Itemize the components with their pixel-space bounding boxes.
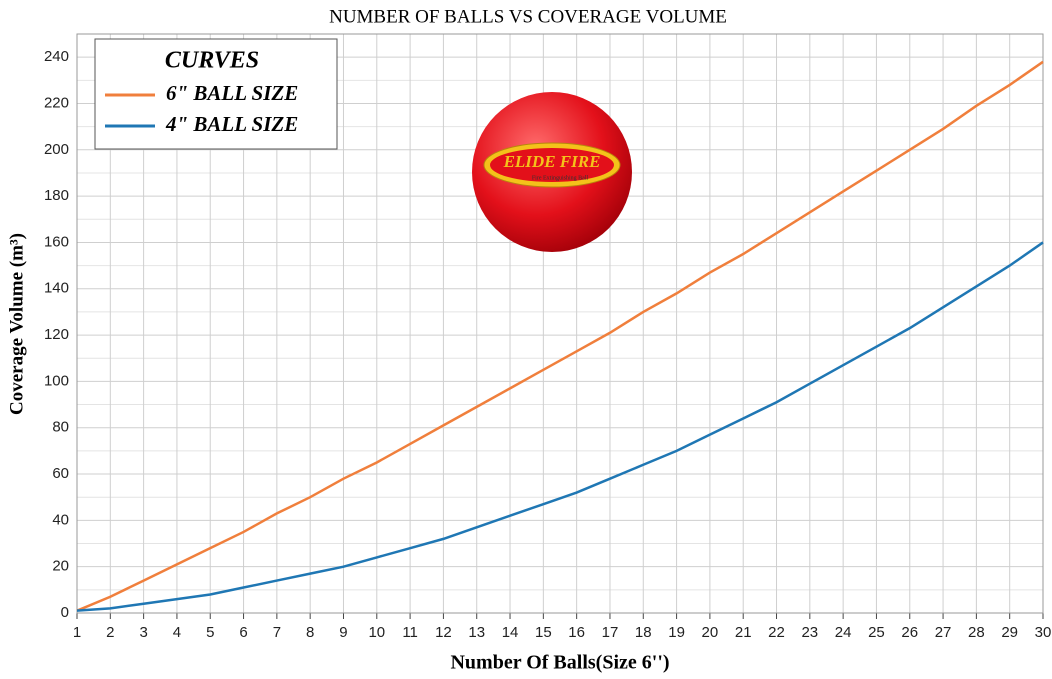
- x-tick-label: 24: [835, 624, 852, 641]
- x-tick-label: 30: [1035, 624, 1052, 641]
- y-tick-label: 80: [52, 419, 69, 436]
- x-tick-label: 8: [306, 624, 314, 641]
- x-tick-label: 6: [239, 624, 247, 641]
- x-tick-label: 23: [801, 624, 818, 641]
- y-tick-label: 120: [44, 326, 69, 343]
- x-tick-label: 13: [468, 624, 485, 641]
- x-tick-label: 21: [735, 624, 752, 641]
- x-tick-label: 14: [502, 624, 519, 641]
- x-tick-label: 7: [273, 624, 281, 641]
- ball-brand: ELIDE FIRE: [503, 152, 601, 171]
- x-tick-label: 15: [535, 624, 552, 641]
- x-tick-label: 12: [435, 624, 452, 641]
- ball-band-inner: [490, 148, 614, 182]
- x-tick-label: 1: [73, 624, 81, 641]
- plot-frame: [76, 33, 1044, 614]
- x-tick-label: 20: [702, 624, 719, 641]
- x-tick-label: 19: [668, 624, 685, 641]
- legend-label: 4" BALL SIZE: [165, 112, 298, 136]
- y-tick-label: 180: [44, 187, 69, 204]
- y-tick-label: 200: [44, 141, 69, 158]
- x-tick-label: 4: [173, 624, 181, 641]
- y-tick-label: 0: [61, 604, 69, 621]
- ball-image: ELIDE FIRE Fire Extinguishing Ball: [472, 92, 632, 252]
- legend-title: CURVES: [165, 48, 259, 74]
- x-tick-label: 9: [339, 624, 347, 641]
- x-tick-label: 27: [935, 624, 952, 641]
- x-tick-label: 22: [768, 624, 785, 641]
- series-line: [76, 241, 1044, 612]
- y-tick-label: 140: [44, 280, 69, 297]
- x-tick-label: 2: [106, 624, 114, 641]
- x-tick-label: 18: [635, 624, 652, 641]
- y-tick-label: 60: [52, 465, 69, 482]
- y-tick-label: 240: [44, 48, 69, 65]
- x-axis-label: Number Of Balls(Size 6''): [450, 652, 669, 674]
- x-tick-label: 5: [206, 624, 214, 641]
- y-tick-label: 100: [44, 372, 69, 389]
- x-tick-label: 11: [402, 624, 418, 641]
- x-tick-label: 26: [901, 624, 918, 641]
- chart-title: NUMBER OF BALLS VS COVERAGE VOLUME: [329, 6, 727, 27]
- y-tick-label: 40: [52, 511, 69, 528]
- x-tick-label: 3: [139, 624, 147, 641]
- y-axis-label: Coverage Volume (m³): [6, 233, 27, 415]
- x-tick-label: 25: [868, 624, 885, 641]
- legend-label: 6" BALL SIZE: [166, 81, 298, 105]
- legend: CURVES 6" BALL SIZE 4" BALL SIZE: [94, 38, 338, 150]
- y-tick-label: 160: [44, 233, 69, 250]
- ball-subtitle: Fire Extinguishing Ball: [532, 175, 589, 181]
- series-line: [76, 60, 1044, 612]
- y-tick-label: 220: [44, 94, 69, 111]
- x-tick-label: 29: [1001, 624, 1018, 641]
- x-tick-label: 17: [602, 624, 619, 641]
- x-tick-label: 16: [568, 624, 585, 641]
- y-tick-label: 20: [52, 558, 69, 575]
- x-tick-label: 10: [368, 624, 385, 641]
- x-tick-label: 28: [968, 624, 985, 641]
